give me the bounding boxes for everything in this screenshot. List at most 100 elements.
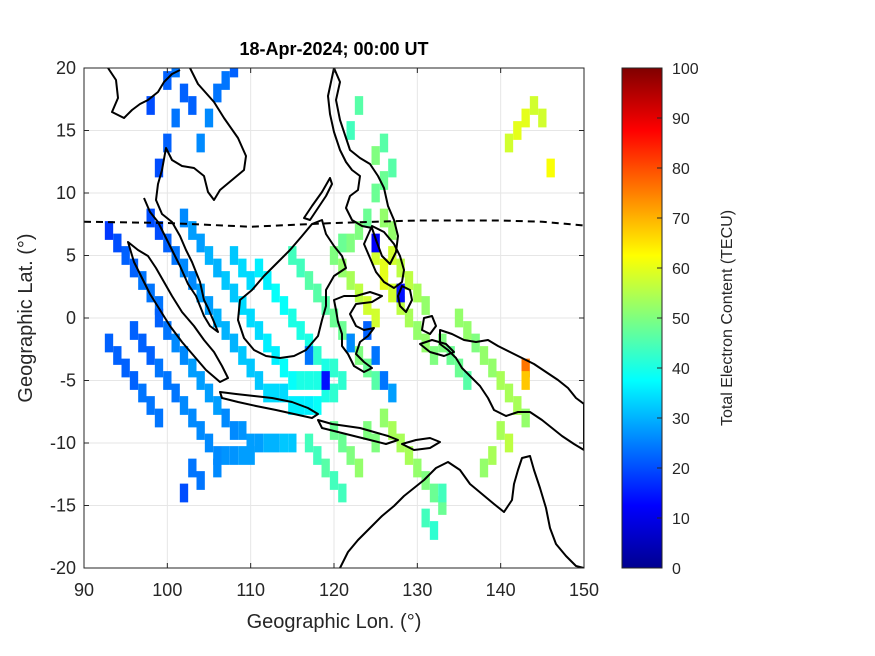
y-tick-label: -10 [50, 433, 76, 453]
tec-cell [379, 171, 389, 190]
tec-cell [129, 258, 139, 278]
tec-cell [338, 321, 347, 340]
x-tick-label: 120 [319, 580, 349, 600]
tec-cell [121, 358, 130, 378]
tec-cell [288, 371, 297, 390]
tec-cell [238, 421, 247, 440]
axis-ticks: 90 100 110 120 130 140 150 -20 -15 -10 -5 0 5 10 15 20 [50, 58, 599, 600]
tec-cell [379, 133, 389, 153]
tec-cell [138, 333, 147, 353]
x-tick-label: 90 [74, 580, 94, 600]
tec-cell [279, 358, 289, 378]
tec-cell [279, 383, 289, 403]
tec-cell [329, 383, 339, 403]
tec-cell [163, 233, 172, 253]
tec-cell [213, 308, 222, 328]
tec-cell [346, 233, 355, 253]
tec-cell [213, 446, 222, 465]
tec-cell [154, 358, 164, 378]
tec-cell [346, 446, 355, 465]
tec-cell [313, 396, 322, 415]
tec-cell [521, 108, 530, 128]
tec-cell [521, 371, 530, 390]
tec-cell [238, 258, 247, 278]
tec-cell [196, 471, 205, 490]
tec-cell [363, 208, 372, 228]
tec-cell [421, 296, 430, 315]
tec-cell [504, 133, 514, 153]
tec-cell [246, 433, 255, 453]
tec-cell [304, 333, 314, 353]
colorbar-tick-label: 20 [672, 461, 690, 478]
tec-cell [354, 458, 364, 478]
tec-cell [363, 296, 372, 315]
colorbar-tick-label: 90 [672, 111, 690, 128]
tec-cell [429, 483, 439, 503]
y-tick-label: 20 [56, 58, 76, 78]
tec-cell [513, 121, 522, 140]
tec-cell [104, 221, 114, 240]
tec-cell [113, 346, 122, 365]
tec-cell [479, 458, 489, 478]
tec-cell [229, 246, 239, 265]
y-axis-label: Geographic Lat. (°) [15, 233, 37, 402]
x-tick-label: 130 [402, 580, 432, 600]
tec-cell [288, 246, 297, 265]
tec-cell [329, 358, 339, 378]
tec-cell [246, 308, 255, 328]
tec-cell [371, 433, 380, 453]
tec-cell [321, 458, 330, 478]
tec-cell [454, 358, 464, 378]
tec-cell [313, 346, 322, 365]
tec-cell [354, 96, 364, 115]
tec-cell [213, 396, 222, 415]
tec-cell [354, 283, 364, 303]
tec-cell [346, 271, 355, 290]
tec-cell [163, 71, 172, 90]
tec-cell [371, 371, 380, 390]
tec-cell [379, 371, 389, 390]
tec-cell [154, 408, 164, 428]
tec-cell [229, 333, 239, 353]
tec-cell [229, 283, 239, 303]
colorbar-tick-label: 30 [672, 411, 690, 428]
tec-cell [421, 508, 430, 528]
tec-cell [204, 383, 214, 403]
tec-cell [421, 471, 430, 490]
coastline-mainland [107, 68, 247, 333]
tec-cell [304, 271, 314, 290]
tec-cell [179, 483, 189, 503]
tec-cell [513, 396, 522, 415]
tec-cell [263, 433, 272, 453]
tec-cell [438, 483, 447, 503]
tec-cell [229, 68, 239, 78]
tec-cell [338, 258, 347, 278]
tec-cell [238, 446, 247, 465]
tec-cell [171, 383, 180, 403]
tec-cell [413, 458, 422, 478]
tec-cell [238, 346, 247, 365]
tec-cell [329, 471, 339, 490]
tec-cell [463, 321, 472, 340]
tec-cell [388, 283, 397, 303]
tec-cell [496, 421, 505, 440]
tec-cell [188, 271, 197, 290]
tec-cell [271, 433, 280, 453]
tec-cell [129, 321, 139, 340]
tec-cell [496, 371, 505, 390]
tec-cell [371, 233, 380, 253]
tec-cell [229, 446, 239, 465]
tec-cell [504, 383, 514, 403]
tec-cell [179, 346, 189, 365]
tec-cell [196, 371, 205, 390]
tec-cell [396, 433, 405, 453]
colorbar-tick-label: 60 [672, 261, 690, 278]
tec-cell [154, 221, 164, 240]
coastline-lesser-sunda [317, 419, 441, 451]
tec-cell [213, 258, 222, 278]
tec-cell [429, 346, 439, 365]
tec-cell [104, 333, 114, 353]
tec-cell [204, 246, 214, 265]
tec-cell [246, 271, 255, 290]
tec-cell [238, 296, 247, 315]
